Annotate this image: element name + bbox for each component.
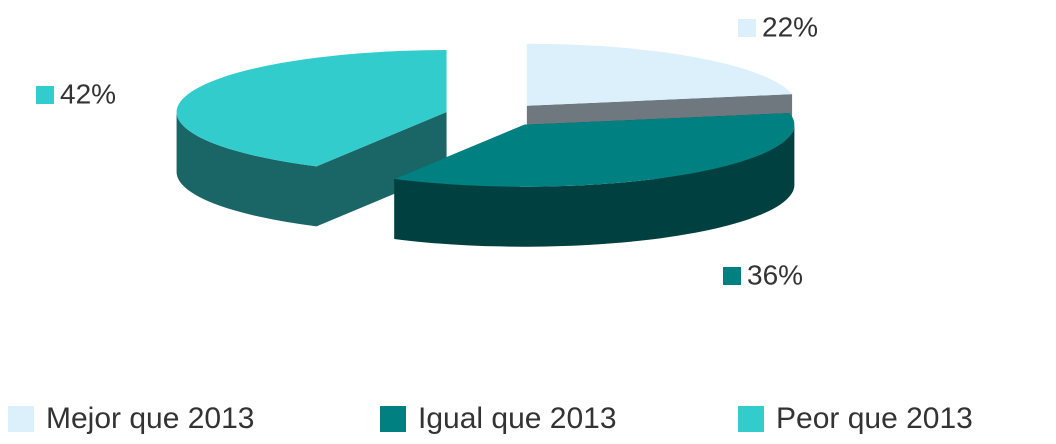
- label-swatch: [36, 86, 54, 104]
- legend-label: Igual que 2013: [418, 402, 617, 435]
- legend-swatch: [380, 406, 406, 432]
- data-label: 22%: [762, 11, 818, 42]
- pie-slice: [394, 113, 795, 247]
- pie-slice: [176, 50, 447, 227]
- legend-swatch: [738, 406, 764, 432]
- data-label: 36%: [747, 259, 803, 290]
- legend-label: Peor que 2013: [776, 402, 973, 435]
- slice-outer-wall: [394, 124, 795, 247]
- legend-swatch: [8, 406, 34, 432]
- label-swatch: [723, 267, 741, 285]
- label-swatch: [738, 19, 756, 37]
- slice-top: [394, 113, 795, 187]
- slice-outer-wall: [176, 112, 317, 227]
- slice-cut-wall: [316, 112, 447, 227]
- legend-label: Mejor que 2013: [46, 402, 254, 435]
- slice-top: [526, 43, 793, 106]
- data-label: 42%: [60, 78, 116, 109]
- slice-top: [176, 50, 447, 167]
